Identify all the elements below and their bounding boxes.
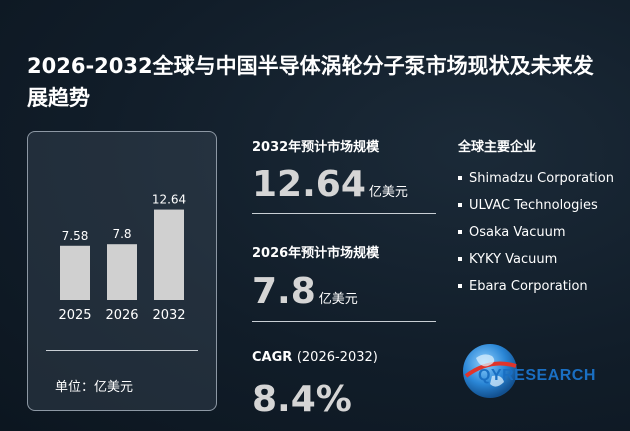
data-label-2026: 7.8 (112, 227, 131, 241)
cagr-period: (2026-2032) (296, 350, 378, 365)
market-2026-value: 7.8 亿美元 (252, 272, 358, 320)
market-2026-label: 2026年预计市场规模 (252, 246, 380, 261)
market-2026-unit: 亿美元 (318, 292, 358, 307)
companies-title: 全球主要企业 (458, 140, 537, 155)
company-item: KYKY Vacuum (458, 251, 618, 269)
x-tick-2026: 2026 (105, 308, 138, 323)
market-2032-number: 12.64 (252, 164, 366, 205)
metric-divider (252, 213, 436, 214)
logo-text: QYRESEARCH (478, 367, 596, 384)
company-item: Ebara Corporation (458, 278, 618, 296)
company-list: Shimadzu Corporation ULVAC Technologies … (458, 170, 618, 305)
cagr-label: CAGR (2026-2032) (252, 350, 378, 365)
data-label-2025: 7.58 (62, 229, 89, 243)
globe-icon (463, 344, 517, 398)
market-2032-label: 2032年预计市场规模 (252, 140, 380, 155)
x-tick-2025: 2025 (58, 308, 91, 323)
x-tick-2032: 2032 (152, 308, 185, 323)
company-item: Osaka Vacuum (458, 224, 618, 242)
market-2032-value: 12.64 亿美元 (252, 165, 408, 213)
metric-divider (252, 321, 436, 322)
company-item: Shimadzu Corporation (458, 170, 618, 188)
page-title: 2026-2032全球与中国半导体涡轮分子泵市场现状及未来发展趋势 (27, 54, 594, 110)
market-2032-unit: 亿美元 (368, 185, 408, 200)
globe-continents (476, 354, 504, 387)
bar-chart: 7.58 2025 7.8 2026 12.64 2032 (58, 193, 186, 323)
qyresearch-logo (463, 344, 517, 398)
chart-divider (46, 350, 198, 351)
unit-label: 单位：亿美元 (55, 380, 134, 395)
cagr-value: 8.4% (252, 379, 352, 420)
bar-2026 (107, 244, 137, 300)
chart-card: 7.58 2025 7.8 2026 12.64 2032 单位：亿美元 (27, 131, 217, 411)
market-2026-number: 7.8 (252, 271, 316, 312)
bar-2025 (60, 245, 90, 300)
data-label-2032: 12.64 (152, 193, 186, 207)
company-item: ULVAC Technologies (458, 197, 618, 215)
cagr-label-text: CAGR (252, 350, 293, 365)
bar-2032 (154, 209, 184, 300)
